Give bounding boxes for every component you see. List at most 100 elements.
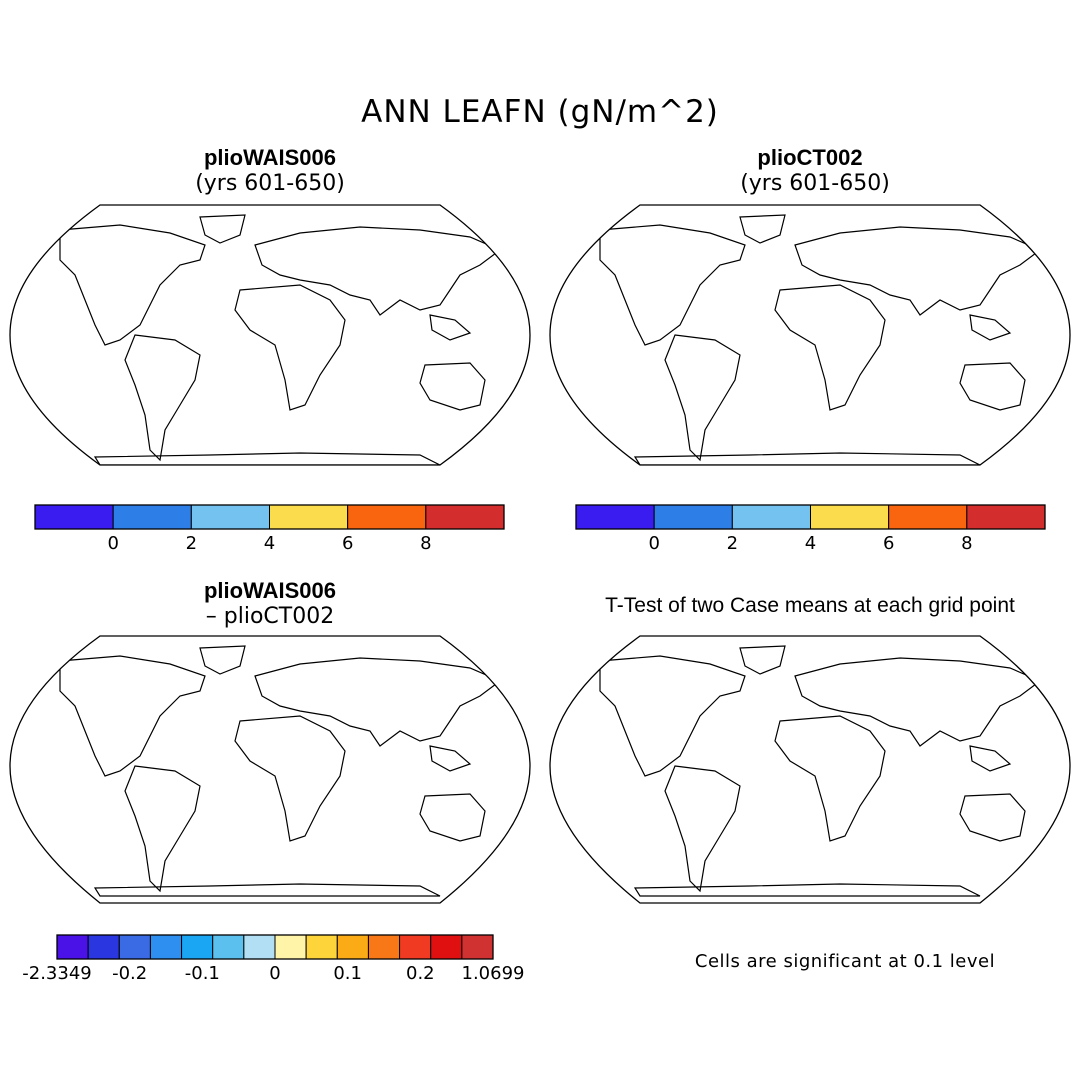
significant-cell	[743, 746, 747, 749]
significant-cell	[966, 670, 970, 673]
significant-cell	[630, 826, 634, 829]
diff-cell	[98, 723, 103, 727]
significant-cell	[607, 656, 611, 659]
diff-cell	[296, 778, 301, 782]
significant-cell	[943, 677, 947, 680]
diff-cell	[127, 792, 132, 796]
significant-cell	[919, 751, 923, 754]
significant-cell	[694, 786, 698, 789]
significant-cell	[772, 745, 776, 748]
significant-cell	[899, 705, 903, 708]
significant-cell	[639, 741, 643, 744]
significant-cell	[884, 800, 888, 803]
significant-cell	[758, 721, 762, 724]
mid-region	[87, 287, 103, 303]
significant-cell	[796, 760, 800, 763]
diff-cell	[86, 801, 91, 805]
significant-cell	[680, 824, 684, 827]
significant-cell	[978, 761, 982, 764]
significant-cell	[1014, 675, 1018, 678]
diff-cell	[189, 762, 194, 766]
colorbar-swatch	[399, 934, 432, 960]
diff-cell	[488, 691, 493, 695]
diff-cell	[444, 797, 449, 801]
significant-cell	[1018, 707, 1022, 710]
significant-cell	[633, 818, 637, 821]
significant-cell	[928, 717, 932, 720]
diff-cell	[344, 716, 349, 720]
coastline-australia	[419, 793, 486, 842]
colorbar-swatch	[347, 504, 427, 530]
low-value-cell	[163, 273, 169, 277]
significant-cell	[714, 797, 718, 800]
significant-cell	[889, 719, 893, 722]
coastline-eurasia	[795, 658, 1040, 746]
significant-cell	[1024, 793, 1028, 796]
diff-cell	[327, 821, 332, 825]
significant-cell	[841, 766, 845, 769]
significant-cell	[930, 827, 934, 830]
significant-cell	[1034, 772, 1038, 775]
low-value-cell	[443, 285, 449, 289]
significant-cell	[874, 842, 878, 845]
significant-cell	[903, 685, 907, 688]
significant-cell	[843, 818, 847, 821]
significant-cell	[643, 826, 647, 829]
significant-cell	[981, 783, 985, 786]
diff-cell	[99, 698, 104, 702]
diff-cell	[234, 680, 239, 684]
significant-cell	[721, 738, 725, 741]
significant-cell	[630, 770, 634, 773]
significant-cell	[935, 741, 939, 744]
diff-cell	[485, 738, 490, 742]
diff-cell	[113, 800, 118, 804]
significant-cell	[664, 800, 668, 803]
diff-cell	[136, 716, 141, 720]
significant-cell	[965, 706, 969, 709]
significant-cell	[626, 826, 630, 829]
diff-cell	[405, 841, 410, 845]
colorbar-outline	[56, 934, 494, 960]
low-value-cell	[920, 282, 926, 286]
significant-cell	[712, 798, 716, 801]
significant-cell	[645, 851, 649, 854]
significant-cell	[899, 812, 903, 815]
coastline-seasia	[429, 745, 472, 772]
significant-cell	[725, 673, 729, 676]
diff-cell	[218, 740, 223, 744]
significant-cell	[636, 684, 640, 687]
significant-cell	[886, 754, 890, 757]
significant-cell	[1013, 785, 1017, 788]
coastline-greenland	[199, 214, 246, 244]
significant-cell	[1026, 659, 1030, 662]
significant-cell	[642, 686, 646, 689]
significant-cell	[842, 683, 846, 686]
significant-cell	[844, 822, 848, 825]
diff-cell	[79, 673, 84, 677]
diff-cell	[464, 781, 469, 785]
significant-cell	[648, 765, 652, 768]
diff-cell	[190, 787, 195, 791]
significant-cell	[629, 732, 633, 735]
significant-cell	[811, 803, 815, 806]
diff-cell	[251, 696, 256, 700]
diff-cell	[397, 758, 402, 762]
diff-cell	[466, 757, 471, 761]
significant-cell	[1002, 691, 1006, 694]
diff-cell	[497, 803, 502, 807]
significant-cell	[974, 755, 978, 758]
significant-cell	[1039, 736, 1043, 739]
significant-cell	[928, 798, 932, 801]
significant-cell	[640, 760, 644, 763]
significant-cell	[657, 845, 661, 848]
diff-cell	[216, 746, 221, 750]
significant-cell	[995, 823, 999, 826]
significant-cell	[881, 715, 885, 718]
diff-cell	[262, 712, 267, 716]
landmass-africa	[235, 716, 345, 841]
colorbar-tick-label: 8	[420, 533, 431, 554]
colorbar-tick-label: 0.2	[406, 963, 435, 984]
significant-cell	[940, 800, 944, 803]
significant-cell	[681, 707, 685, 710]
significant-cell	[747, 831, 751, 834]
